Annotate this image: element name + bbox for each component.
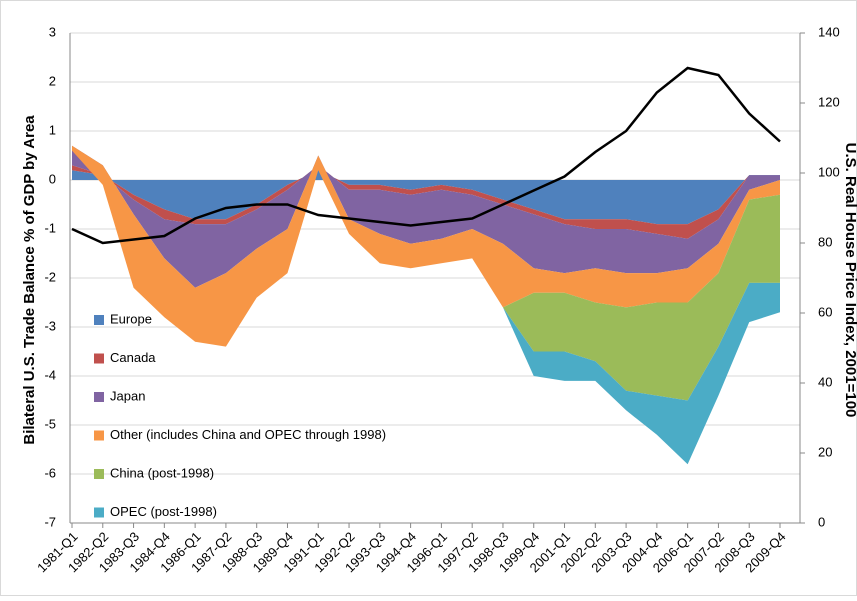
y2-tick-label: 120 [818,94,840,109]
y-tick-label: -5 [44,416,56,431]
line-series [71,66,781,245]
y-tick-label: 2 [49,73,56,88]
legend-label: Canada [110,350,156,365]
y-tick-label: -3 [44,318,56,333]
y-tick-label: -1 [44,220,56,235]
y2-tick-label: 100 [818,164,840,179]
y2-tick-label: 20 [818,444,832,459]
y2-tick-label: 60 [818,304,832,319]
y2-tick-label: 40 [818,374,832,389]
area-segment [72,145,780,288]
legend-swatch [94,392,104,402]
area-segment [72,170,780,225]
area-segment [72,150,780,465]
y2-tick-label: 0 [818,514,825,529]
legend-label: China (post-1998) [110,465,214,480]
legend-label: Europe [110,311,152,326]
legend-label: Japan [110,388,145,403]
legend-swatch [94,430,104,441]
y2-axis-title: U.S. Real House Price Index, 2001=100 [842,143,857,418]
y-axis-title: Bilateral U.S. Trade Balance % of GDP by… [21,115,38,445]
y-tick-label: -4 [44,367,56,382]
legend-swatch [94,469,104,479]
area-segment [72,150,780,401]
area-segment [72,165,780,239]
legend-swatch [94,353,104,364]
y-tick-label: -7 [44,514,56,529]
legend-swatch [94,507,104,518]
legend-label: OPEC (post-1998) [110,504,217,519]
y-tick-label: 0 [49,171,56,186]
y-tick-label: 3 [49,24,56,39]
legend-label: Other (includes China and OPEC through 1… [110,427,386,442]
legend-swatch [94,315,104,325]
y-tick-label: -6 [44,465,56,480]
y-tick-label: 1 [49,122,56,137]
y-tick-label: -2 [44,269,56,284]
area-segment [72,145,780,347]
y2-tick-label: 140 [818,24,840,39]
y2-tick-label: 80 [818,234,832,249]
